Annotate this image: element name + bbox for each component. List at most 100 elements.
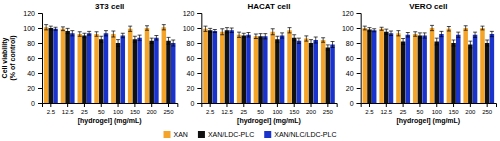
bar (379, 29, 384, 103)
y-tick-mark (38, 73, 42, 74)
chart-title: HACAT cell (248, 2, 291, 11)
chart-title: VERO cell (409, 2, 447, 11)
bar (111, 34, 116, 103)
error-bar (275, 36, 279, 42)
error-bar (271, 29, 275, 35)
panel: 0204060801001202.512.52550100150200250VE… (342, 2, 497, 125)
legend-item: XAN/NLC/LDC-PLC (264, 131, 336, 138)
bar (128, 29, 133, 103)
bar (480, 28, 485, 103)
bar (133, 39, 138, 103)
error-bar (49, 26, 53, 30)
bar (490, 34, 495, 103)
bar (99, 39, 104, 103)
y-axis-title-line: (% of control) (9, 35, 17, 80)
y-tick-mark (38, 13, 42, 14)
bar (287, 30, 292, 103)
error-bars (213, 28, 335, 48)
error-bar (396, 31, 400, 36)
y-tick: 100 (342, 25, 361, 32)
x-axis-title: [hydrogel] (mg/mL) (78, 117, 142, 125)
bar (94, 34, 99, 103)
y-tick-label: 60 (346, 55, 354, 62)
x-tick-label: 12.5 (380, 109, 392, 115)
x-tick-label: 100 (432, 109, 443, 115)
error-bars (208, 28, 330, 51)
x-tick: 150 (289, 103, 300, 115)
bar (208, 30, 213, 103)
x-tick-mark (277, 103, 278, 107)
y-tick-mark (357, 58, 361, 59)
x-tick-mark (101, 103, 102, 107)
bar (166, 41, 171, 103)
error-bar (418, 33, 422, 38)
x-tick-mark (84, 103, 85, 107)
error-bar (297, 38, 301, 43)
y-tick: 120 (23, 10, 42, 17)
error-bar (314, 37, 318, 43)
bar (53, 29, 58, 103)
error-bars (49, 26, 171, 46)
bar (439, 34, 444, 103)
bar (44, 27, 49, 103)
bar (280, 36, 285, 104)
error-bar (54, 27, 58, 30)
error-bar (82, 33, 86, 38)
y-tick-mark (38, 103, 42, 104)
y-tick: 80 (187, 40, 202, 47)
bar (406, 35, 411, 103)
error-bars (372, 29, 494, 38)
bar (309, 43, 314, 103)
y-tick-label: 120 (183, 10, 195, 17)
y-tick: 60 (187, 55, 202, 62)
error-bar (78, 32, 82, 37)
error-bar (363, 26, 367, 30)
x-tick-mark (311, 103, 312, 107)
y-axis-line (38, 14, 43, 104)
y-tick-label: 60 (27, 55, 35, 62)
error-bar (435, 38, 439, 45)
y-tick-mark (357, 43, 361, 44)
y-tick-mark (197, 73, 201, 74)
x-tick: 250 (163, 103, 174, 115)
bar (275, 39, 280, 103)
bar (468, 45, 473, 104)
legend-item: XAN/LDC-PLC (198, 131, 254, 138)
y-tick-mark (38, 88, 42, 89)
x-tick-label: 100 (272, 109, 283, 115)
error-bar (464, 26, 468, 31)
y-tick: 100 (23, 25, 42, 32)
y-tick-label: 120 (23, 10, 35, 17)
error-bars (44, 25, 166, 37)
x-axis: 2.512.52550100150200250 (202, 103, 337, 115)
x-tick-label: 150 (449, 109, 460, 115)
bar (70, 33, 75, 103)
bar (422, 36, 427, 104)
plot-marks (44, 25, 176, 103)
bar-series (367, 30, 489, 104)
chart-svg: 0204060801001202.512.525501001502002503T… (0, 0, 500, 141)
y-tick-label: 100 (23, 25, 35, 32)
error-bar (167, 37, 171, 44)
x-tick: 150 (130, 103, 141, 115)
legend-label: XAN/NLC/LDC-PLC (274, 131, 336, 138)
y-tick-mark (197, 58, 201, 59)
y-tick-mark (197, 13, 201, 14)
x-tick-label: 250 (482, 109, 493, 115)
error-bar (230, 28, 234, 33)
bar (254, 36, 259, 103)
y-tick-mark (357, 88, 361, 89)
error-bar (490, 31, 494, 36)
y-tick-mark (357, 103, 361, 104)
bar (396, 33, 401, 103)
bar (220, 32, 225, 103)
x-tick: 50 (98, 103, 105, 115)
y-tick-mark (357, 28, 361, 29)
bar-series (44, 27, 166, 103)
error-bar (242, 33, 246, 38)
error-bars (203, 26, 325, 42)
x-axis-line (202, 104, 337, 108)
error-bar (70, 31, 74, 36)
error-bar (128, 26, 132, 31)
plot-marks (203, 26, 335, 103)
